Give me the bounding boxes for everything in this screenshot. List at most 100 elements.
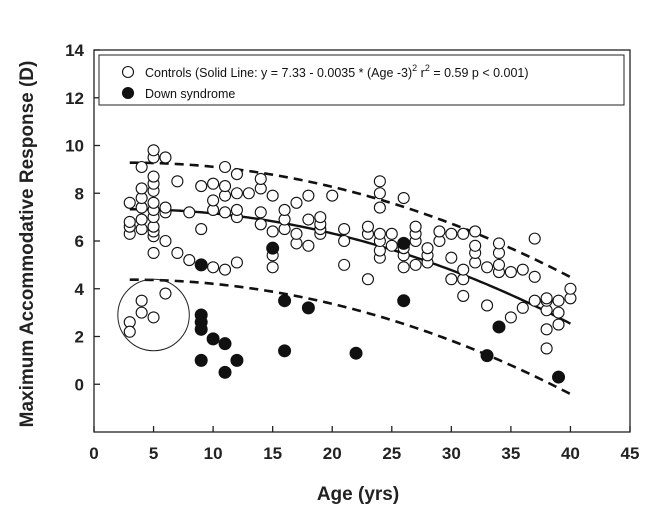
data-point-control [230, 187, 243, 200]
y-tick-label: 12 [65, 89, 84, 108]
data-point-control [326, 189, 339, 202]
data-point-control [230, 256, 243, 269]
data-point-control [135, 160, 148, 174]
data-point-control [457, 263, 470, 276]
data-point-control [147, 311, 160, 324]
data-point-control [302, 213, 315, 226]
x-tick-label: 20 [323, 444, 342, 463]
x-axis: 0 5 10 15 20 25 30 35 40 45 [89, 426, 639, 463]
upper-band [129, 161, 572, 279]
data-point-control [445, 251, 458, 264]
data-point-control [254, 172, 267, 185]
data-point-control [552, 318, 565, 331]
data-point-down-syndrome [266, 241, 280, 255]
data-point-control [516, 263, 529, 276]
data-point-control [469, 239, 482, 252]
data-point-control [207, 261, 220, 274]
data-point-control [528, 294, 541, 307]
x-axis-title: Age (yrs) [317, 484, 399, 505]
data-point-control [218, 180, 232, 193]
data-point-control [457, 227, 470, 240]
data-point-control [123, 215, 136, 228]
x-tick-label: 15 [263, 444, 282, 463]
lower-band [129, 278, 572, 396]
data-point-control [159, 201, 172, 214]
data-point-control [147, 144, 160, 157]
data-point-control [552, 306, 565, 319]
y-tick-label: 10 [65, 137, 84, 156]
data-point-control [373, 187, 386, 200]
data-point-control [147, 246, 160, 259]
data-point-control [481, 299, 494, 312]
data-point-control [207, 177, 220, 190]
x-tick-label: 10 [204, 444, 223, 463]
data-point-control [504, 311, 517, 324]
y-tick-label: 6 [75, 232, 84, 251]
annotation [117, 278, 190, 352]
data-point-control [302, 239, 315, 252]
data-point-control [516, 301, 529, 314]
data-point-control [397, 191, 410, 205]
data-point-control [230, 168, 243, 181]
x-tick-label: 25 [382, 444, 401, 463]
legend-box [98, 54, 625, 106]
data-point-control [409, 220, 422, 233]
annotation-circle [117, 278, 190, 352]
fit-line [129, 208, 571, 325]
data-point-control [218, 160, 232, 174]
down-syndrome-series [194, 236, 566, 384]
legend-label-controls: Controls (Solid Line: y = 7.33 - 0.0035 … [145, 63, 529, 80]
data-point-control [421, 242, 434, 255]
data-point-control [135, 182, 148, 195]
data-point-control [207, 194, 220, 207]
data-point-control [218, 263, 232, 276]
data-point-down-syndrome [301, 301, 315, 315]
y-tick-label: 4 [75, 280, 85, 299]
data-point-down-syndrome [397, 236, 411, 250]
data-point-down-syndrome [349, 346, 363, 360]
x-tick-label: 35 [501, 444, 520, 463]
data-point-control [147, 170, 160, 183]
data-point-control [290, 227, 303, 240]
data-point-control [373, 227, 386, 240]
data-point-down-syndrome [552, 370, 566, 384]
data-point-control [445, 227, 458, 240]
x-tick-label: 45 [621, 444, 640, 463]
data-point-control [481, 261, 494, 274]
data-point-control [361, 220, 375, 233]
data-point-control [195, 223, 208, 236]
data-point-control [171, 246, 184, 259]
data-point-control [373, 201, 386, 214]
data-point-control [492, 237, 506, 250]
data-point-down-syndrome [218, 365, 232, 379]
data-point-control [397, 261, 410, 274]
x-tick-label: 30 [442, 444, 461, 463]
data-point-down-syndrome [480, 349, 494, 363]
data-point-control [528, 270, 541, 283]
legend-marker-down-syndrome [121, 86, 135, 100]
data-point-control [278, 203, 291, 217]
data-point-down-syndrome [397, 294, 411, 308]
x-tick-label: 5 [149, 444, 158, 463]
legend-label-down-syndrome: Down syndrome [145, 87, 235, 101]
data-point-control [147, 196, 160, 209]
data-point-control [552, 294, 565, 307]
data-point-control [338, 258, 351, 271]
y-axis-title: Maximum Accommodative Response (D) [17, 61, 38, 428]
legend: Controls (Solid Line: y = 7.33 - 0.0035 … [98, 54, 625, 106]
data-point-control [385, 227, 398, 240]
data-point-control [361, 273, 375, 286]
data-point-control [266, 189, 279, 202]
data-point-control [457, 289, 470, 302]
data-point-control [183, 206, 196, 219]
data-point-control [385, 239, 398, 252]
data-point-control [171, 175, 184, 188]
data-point-control [409, 258, 422, 271]
data-point-control [195, 180, 208, 193]
y-tick-label: 14 [65, 41, 84, 60]
data-point-control [254, 218, 267, 231]
y-axis: 0 2 4 6 8 10 12 14 [65, 41, 100, 394]
data-point-control [540, 323, 553, 336]
data-point-control [540, 292, 553, 305]
